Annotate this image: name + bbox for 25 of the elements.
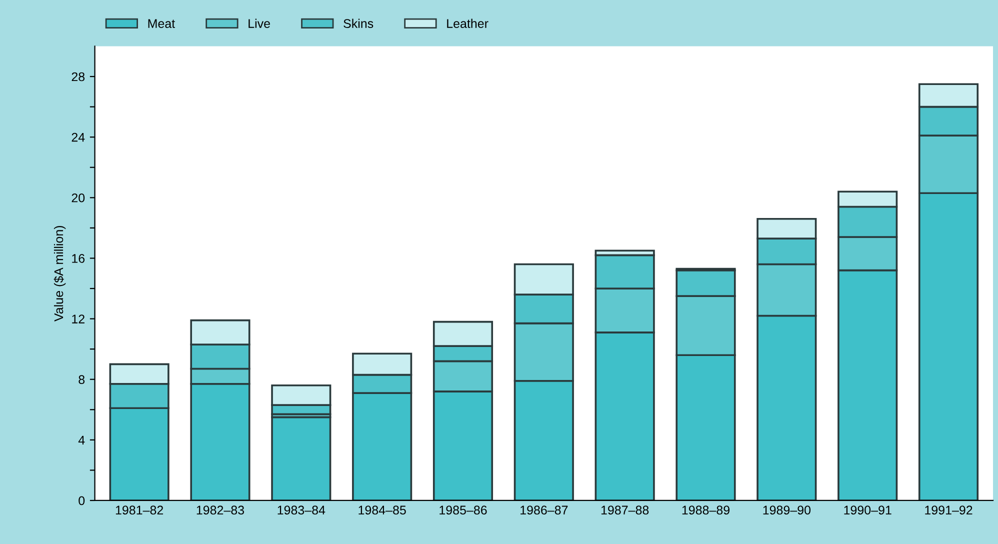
legend-label: Live: [248, 18, 270, 28]
x-tick-label: 1989–90: [763, 506, 811, 515]
y-axis-title: Value ($A million): [54, 226, 66, 322]
y-tick-label: 20: [72, 193, 85, 202]
x-tick-label: 1986–87: [520, 506, 568, 515]
y-tick-label: 4: [78, 436, 85, 444]
x-tick-label: 1984–85: [358, 506, 406, 515]
y-tick-label: 16: [72, 254, 85, 263]
legend-label: Meat: [148, 19, 176, 28]
y-tick-label: 28: [72, 72, 85, 82]
legend-label: Leather: [447, 18, 488, 28]
x-tick-label: 1988–89: [682, 506, 730, 515]
y-tick-label: 24: [72, 132, 85, 142]
x-tick-label: 1983–84: [278, 506, 326, 515]
x-tick-label: 1981–82: [116, 506, 164, 515]
bar: [271, 416, 332, 500]
x-tick-label: 1990–91: [844, 506, 892, 515]
y-tick-label: 8: [78, 375, 85, 384]
x-tick-label: 1982–83: [196, 506, 244, 515]
y-tick-label: 12: [72, 314, 84, 324]
legend-label: Skins: [344, 18, 374, 28]
x-tick-label: 1991–92: [925, 506, 972, 515]
x-tick-label: 1985–86: [440, 506, 487, 515]
x-tick-label: 1987–88: [601, 506, 649, 515]
y-tick-label: 0: [78, 496, 85, 506]
